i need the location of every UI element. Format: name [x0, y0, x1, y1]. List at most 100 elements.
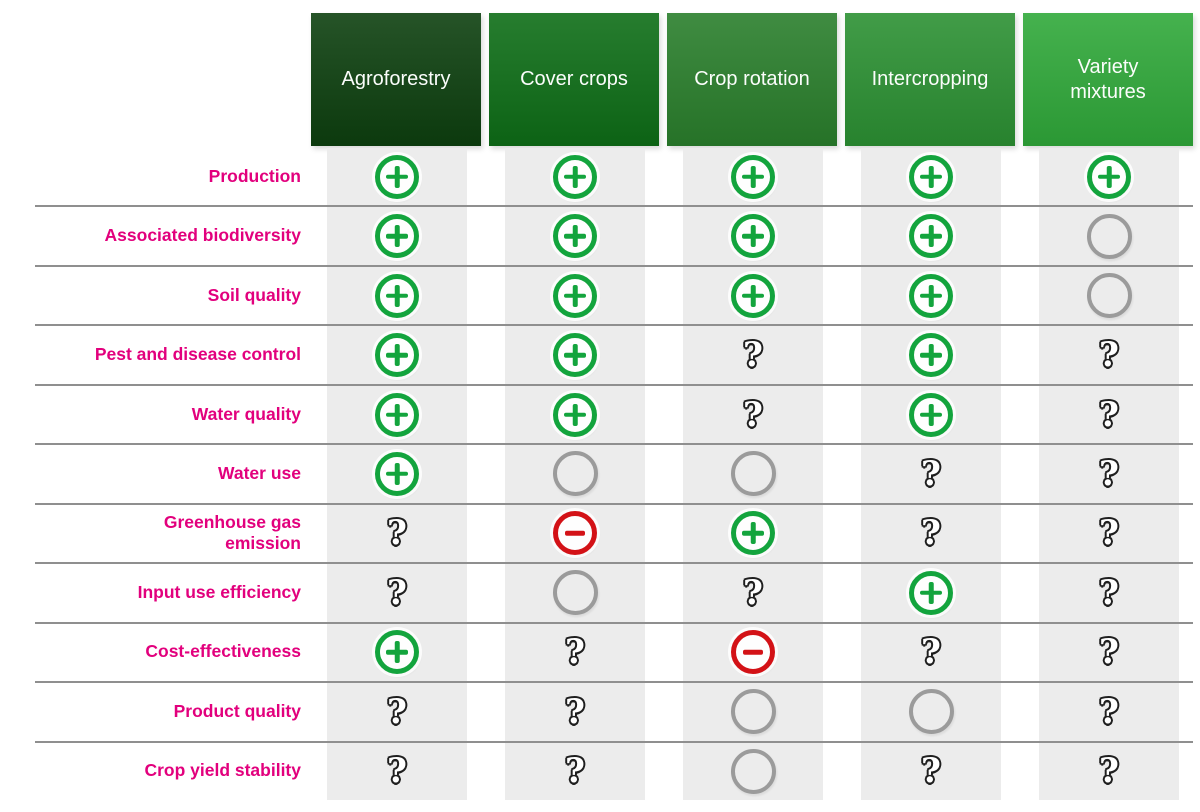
row-label: Product quality [173, 700, 301, 721]
question-mark-icon: ? [921, 453, 941, 494]
matrix-rows: Production Associated biodiversity Soil qu… [35, 148, 1193, 800]
minus-icon [553, 511, 597, 556]
matrix-cell: ? [667, 564, 845, 622]
question-mark-icon: ? [743, 335, 763, 376]
question-mark-icon: ? [565, 691, 585, 732]
matrix-cell [489, 207, 667, 265]
column-band: ? [861, 445, 1001, 503]
question-mark-icon: ? [565, 751, 585, 792]
column-band [861, 326, 1001, 384]
row-label-wrap: Greenhouse gas emission [35, 505, 311, 562]
column-band [327, 266, 467, 325]
question-mark-icon: ? [1099, 691, 1119, 732]
column-band: ? [1039, 326, 1179, 384]
matrix-cell: ? [311, 504, 489, 563]
question-mark-icon: ? [387, 691, 407, 732]
column-header-intercropping: Intercropping [845, 13, 1015, 146]
row-label-wrap: Crop yield stability [35, 743, 311, 800]
row-label: Production [208, 165, 301, 186]
plus-icon [909, 392, 953, 437]
column-header-crop-rotation: Crop rotation [667, 13, 837, 146]
column-band [683, 504, 823, 563]
column-band: ? [1039, 564, 1179, 622]
column-band [861, 385, 1001, 444]
neutral-circle-icon [552, 451, 598, 497]
matrix-cell [667, 148, 845, 206]
matrix-cell [667, 742, 845, 800]
matrix-cell [667, 445, 845, 503]
matrix-cell [845, 326, 1023, 384]
column-band: ? [327, 742, 467, 800]
matrix-cell [667, 504, 845, 563]
column-band [683, 742, 823, 800]
matrix-cell: ? [845, 504, 1023, 563]
matrix-cell [845, 207, 1023, 265]
matrix-cell [667, 623, 845, 682]
matrix-cell: ? [1023, 504, 1193, 563]
minus-icon [731, 630, 775, 675]
column-band [505, 326, 645, 384]
neutral-circle-icon [1086, 213, 1132, 259]
question-mark-icon: ? [921, 632, 941, 673]
matrix-cell [1023, 207, 1193, 265]
column-band [683, 266, 823, 325]
row-label: Pest and disease control [94, 344, 301, 365]
neutral-circle-icon [1086, 273, 1132, 319]
row-label: Input use efficiency [137, 581, 301, 602]
column-header-label: Agroforestry [341, 68, 451, 90]
column-band: ? [683, 326, 823, 384]
column-header-cover-crops: Cover crops [489, 13, 659, 146]
column-band [861, 564, 1001, 622]
matrix-cell: ? [1023, 683, 1193, 741]
question-mark-icon: ? [921, 513, 941, 554]
matrix-cell: ? [1023, 385, 1193, 444]
column-band [861, 207, 1001, 265]
column-band: ? [327, 504, 467, 563]
plus-icon [553, 333, 597, 378]
matrix-cell: ? [667, 385, 845, 444]
row-label: Greenhouse gas emission [163, 511, 301, 554]
matrix-cell [311, 266, 489, 325]
plus-icon [375, 273, 419, 318]
column-band: ? [1039, 742, 1179, 800]
column-band [861, 683, 1001, 741]
question-mark-icon: ? [921, 751, 941, 792]
matrix-row-crop-yield-stability: Crop yield stability???? [35, 742, 1193, 800]
plus-icon [375, 392, 419, 437]
column-band: ? [683, 385, 823, 444]
matrix-cell [1023, 266, 1193, 325]
matrix-cell: ? [489, 623, 667, 682]
matrix-row-cost-effectiveness: Cost-effectiveness??? [35, 623, 1193, 684]
column-header-label: Crop rotation [694, 68, 810, 90]
matrix-cell: ? [1023, 445, 1193, 503]
column-band [683, 445, 823, 503]
column-band [505, 266, 645, 325]
plus-icon [1087, 154, 1131, 199]
column-band [327, 207, 467, 265]
column-band: ? [505, 623, 645, 682]
matrix-cell [845, 564, 1023, 622]
column-band [1039, 207, 1179, 265]
matrix-cell: ? [489, 742, 667, 800]
matrix-row-soil-quality: Soil quality [35, 266, 1193, 327]
plus-icon [553, 214, 597, 259]
column-band: ? [861, 623, 1001, 682]
question-mark-icon: ? [1099, 572, 1119, 613]
column-band: ? [1039, 445, 1179, 503]
matrix-cell [311, 326, 489, 384]
matrix-cell: ? [311, 564, 489, 622]
row-label: Crop yield stability [144, 760, 301, 781]
column-band [505, 385, 645, 444]
question-mark-icon: ? [387, 572, 407, 613]
column-band [1039, 148, 1179, 206]
matrix-cell [489, 385, 667, 444]
plus-icon [553, 273, 597, 318]
matrix-cell [845, 266, 1023, 325]
row-label: Soil quality [207, 284, 301, 305]
matrix-cell [311, 207, 489, 265]
matrix-cell: ? [1023, 564, 1193, 622]
row-label-wrap: Pest and disease control [35, 326, 311, 383]
column-band [683, 148, 823, 206]
column-band [327, 148, 467, 206]
column-band [505, 207, 645, 265]
